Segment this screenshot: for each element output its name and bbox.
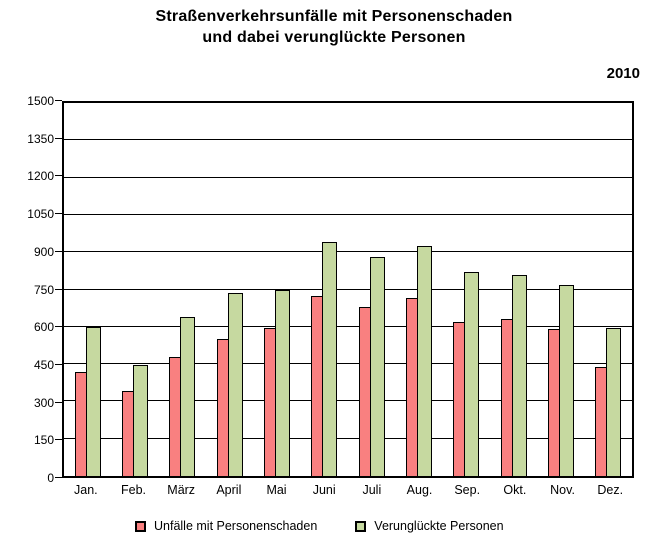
x-axis-label: Okt.	[503, 483, 527, 497]
casualties-bar	[274, 289, 290, 476]
casualties-bar	[227, 293, 243, 476]
casualties-bar	[322, 242, 338, 476]
casualties-bar	[180, 316, 196, 476]
year-label: 2010	[606, 65, 640, 82]
y-axis-label: 450	[33, 357, 54, 372]
y-axis-label: 300	[33, 395, 54, 410]
bar-group-juli	[348, 103, 395, 476]
bar-group-jan	[64, 103, 111, 476]
y-axis-tick	[55, 175, 62, 177]
bar-group-sep	[443, 103, 490, 476]
y-axis-label: 1050	[27, 207, 54, 222]
y-axis-label: 600	[33, 320, 54, 335]
y-axis-tick	[55, 288, 62, 290]
y-axis-tick	[55, 100, 62, 101]
casualties-legend-marker-icon	[355, 520, 367, 532]
casualties-bar	[558, 284, 574, 476]
x-axis: Jan. Feb. März April Mai Juni Juli Aug. Sep. Okt.…	[62, 482, 634, 498]
bars-row	[64, 103, 632, 476]
casualties-bar	[132, 365, 148, 476]
legend-item-accidents: Unfälle mit Personenschaden	[135, 519, 317, 533]
y-axis-tick	[55, 401, 62, 403]
chart-title-line2: und dabei verunglückte Personen	[202, 29, 466, 46]
legend: Unfälle mit Personenschaden Verunglückte…	[135, 519, 504, 533]
x-axis-label: Aug.	[406, 483, 433, 497]
legend-label-accidents: Unfälle mit Personenschaden	[154, 519, 318, 533]
gridline	[64, 325, 632, 327]
bar-group-mai	[253, 103, 300, 476]
bar-group-dez	[585, 103, 632, 476]
casualties-bar	[416, 245, 432, 476]
y-axis-label: 150	[33, 433, 54, 448]
bar-group-juni	[301, 103, 348, 476]
gridline	[64, 251, 632, 253]
y-axis-tick	[55, 326, 62, 328]
casualties-bar	[369, 257, 385, 476]
plot-area	[62, 101, 634, 478]
y-axis-label: 1350	[27, 131, 54, 146]
y-axis-label: 1200	[27, 169, 54, 184]
accidents-legend-marker-icon	[135, 520, 146, 532]
gridline	[64, 363, 632, 365]
y-axis-label: 1500	[27, 94, 54, 108]
x-axis-label: Nov.	[550, 483, 575, 497]
gridline	[64, 139, 632, 141]
y-axis: 0 150 300 450 600 750 900 1050 1200 1350 1500	[0, 95, 62, 484]
casualties-bar	[85, 326, 101, 476]
x-axis-label: Jan.	[74, 483, 98, 497]
gridline	[64, 400, 632, 402]
legend-label-casualties: Verunglückte Personen	[374, 519, 504, 533]
bar-group-feb	[111, 103, 158, 476]
x-axis-label: Dez.	[597, 483, 624, 497]
gridline	[64, 176, 632, 178]
x-axis-label: Feb.	[121, 483, 147, 497]
y-axis-tick	[55, 250, 62, 252]
x-axis-label: Juni	[312, 483, 336, 497]
y-axis-label: 0	[47, 471, 54, 485]
y-axis-tick	[55, 477, 62, 478]
bar-group-nov	[537, 103, 584, 476]
bar-group-aug	[395, 103, 442, 476]
bar-group-mrz	[159, 103, 206, 476]
gridline	[64, 288, 632, 290]
y-axis-tick	[55, 213, 62, 215]
bar-group-okt	[490, 103, 537, 476]
x-axis-label: Juli	[362, 483, 382, 497]
x-axis-label: März	[167, 483, 196, 497]
bar-group-april	[206, 103, 253, 476]
y-axis-tick	[55, 137, 62, 139]
gridline	[64, 213, 632, 215]
y-axis-tick	[55, 363, 62, 365]
x-axis-label: April	[216, 483, 242, 497]
y-axis-label: 900	[33, 244, 54, 259]
casualties-bar	[511, 274, 527, 476]
chart-title: Straßenverkehrsunfälle mit Personenschad…	[0, 6, 668, 48]
legend-item-casualties: Verunglückte Personen	[355, 519, 504, 533]
chart-title-line1: Straßenverkehrsunfälle mit Personenschad…	[155, 8, 513, 25]
y-axis-label: 750	[33, 282, 54, 297]
x-axis-label: Mai	[266, 483, 287, 497]
casualties-bar	[606, 328, 622, 476]
y-axis-tick	[55, 439, 62, 441]
gridline	[64, 437, 632, 439]
casualties-bar	[464, 272, 480, 476]
x-axis-label: Sep.	[454, 483, 481, 497]
